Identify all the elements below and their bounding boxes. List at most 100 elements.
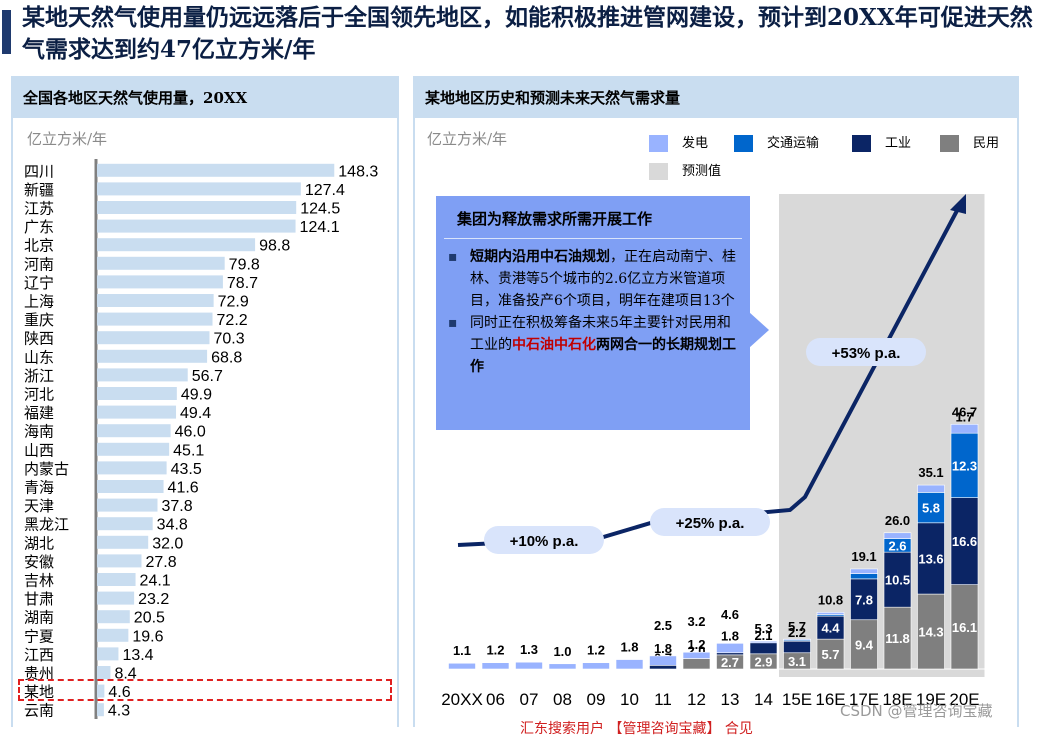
highlight-box [18, 679, 392, 701]
category-label: 河南 [24, 256, 54, 273]
province-bar [97, 628, 129, 642]
category-label: 某地 [24, 684, 54, 701]
province-bar [97, 387, 177, 400]
province-bar [97, 517, 153, 531]
bar-segment [749, 640, 778, 644]
x-tick-label: 09 [587, 690, 606, 709]
value-label: 4.3 [108, 703, 130, 720]
x-tick-label: 16E [815, 690, 845, 709]
province-bar [97, 405, 177, 419]
segment-label: 11.8 [885, 631, 910, 646]
bar-segment [548, 663, 577, 670]
right-unit-label: 亿立方米/年 [427, 130, 508, 148]
value-label: 41.6 [168, 480, 199, 497]
callout-bullet-2-text: 同时正在积极筹备未来5年主要针对民用和工业的 [470, 315, 731, 353]
value-label: 23.2 [138, 591, 169, 608]
x-tick-label: 11 [654, 690, 672, 709]
growth-bubble [484, 526, 604, 554]
category-label: 江西 [24, 647, 54, 664]
legend-item-power: 发电 [649, 132, 708, 152]
segment-label: 4.4 [821, 621, 840, 636]
segment-label: 16.6 [952, 534, 977, 549]
category-label: 四川 [24, 163, 54, 180]
province-bar [97, 312, 213, 326]
value-label: 79.8 [229, 256, 260, 273]
segment-label: 5.8 [922, 501, 940, 516]
bar-segment [649, 665, 677, 670]
bar-segment [917, 484, 945, 493]
bar-segment [515, 661, 543, 670]
segment-label: 1.7 [955, 409, 973, 424]
value-label: 124.1 [300, 219, 340, 236]
bar-segment [749, 642, 778, 655]
value-label: 37.8 [161, 498, 192, 515]
category-label: 宁夏 [24, 628, 54, 645]
watermark: CSDN @管理咨询宝藏 [840, 702, 993, 720]
category-label: 福建 [24, 405, 54, 422]
province-bar [97, 424, 171, 438]
bar-segment [682, 658, 711, 670]
title-accent-bar [2, 10, 11, 54]
x-tick-label: 12 [687, 690, 706, 709]
total-label: 1.8 [620, 640, 638, 655]
legend-swatch-power [649, 135, 668, 152]
legend-swatch-transport [734, 135, 753, 152]
value-label: 32.0 [152, 535, 183, 552]
slide-title: 某地天然气使用量仍远远落后于全国领先地区，如能积极推进管网建设，预计到20XX年… [22, 4, 1033, 63]
category-label: 河北 [24, 387, 54, 404]
category-label: 吉林 [24, 573, 54, 590]
segment-label: 1.8 [654, 641, 672, 656]
segment-label: 16.1 [952, 620, 977, 635]
bar-segment [582, 662, 610, 670]
growth-rate-label: +10% p.a. [510, 533, 579, 550]
province-bar [97, 703, 104, 717]
province-bar [97, 238, 256, 252]
segment-label: 2.9 [754, 654, 772, 669]
category-label: 内蒙古 [24, 461, 69, 478]
growth-rate-label: +53% p.a. [832, 345, 901, 362]
bar-segment [883, 532, 912, 539]
x-tick-label: 15E [782, 690, 812, 709]
legend-item-transport: 交通运输 [734, 132, 819, 152]
bar-segment [615, 659, 644, 670]
left-unit-label: 亿立方米/年 [27, 130, 108, 148]
value-label: 27.8 [145, 554, 176, 571]
callout-box: 集团为释放需求所需开展工作 短期内沿用中石油规划，正在启动南宁、桂林、贵港等5个… [436, 196, 750, 430]
growth-bubble [650, 508, 770, 536]
bar-segment [481, 662, 510, 670]
province-bar [97, 182, 301, 196]
value-label: 49.9 [181, 387, 212, 404]
province-bar [97, 368, 188, 382]
bar-segment [649, 655, 677, 666]
callout-bullet-2-red: 中石油中石化 [512, 337, 596, 353]
segment-label: 3.1 [788, 654, 806, 669]
category-label: 辽宁 [24, 275, 54, 292]
segment-label: 5.7 [821, 647, 839, 662]
province-bar [97, 647, 119, 661]
x-tick-label: 06 [486, 690, 505, 709]
value-label: 148.3 [338, 163, 378, 180]
value-label: 34.8 [157, 517, 188, 534]
value-label: 46.0 [175, 424, 206, 441]
province-bar [97, 684, 105, 698]
callout-pointer [749, 312, 769, 348]
segment-label: 9.4 [855, 637, 874, 652]
total-label: 2.5 [654, 618, 672, 633]
segment-label: 2.1 [754, 628, 772, 643]
category-label: 天津 [24, 498, 54, 515]
bar-segment [682, 651, 711, 659]
x-tick-label: 10 [620, 690, 639, 709]
category-label: 青海 [24, 480, 54, 497]
segment-label: 14.3 [918, 625, 943, 640]
total-label: 46.7 [952, 404, 977, 419]
bar-segment [783, 638, 811, 641]
segment-label: 2.7 [721, 655, 739, 670]
province-bar [97, 201, 297, 214]
right-panel-header: 某地地区历史和预测未来天然气需求量 [415, 78, 1017, 118]
bar-segment [950, 432, 979, 498]
total-label: 10.8 [818, 592, 843, 607]
legend-label-residential: 民用 [973, 136, 1000, 151]
bar-segment [917, 593, 945, 670]
x-tick-label: 08 [553, 690, 572, 709]
